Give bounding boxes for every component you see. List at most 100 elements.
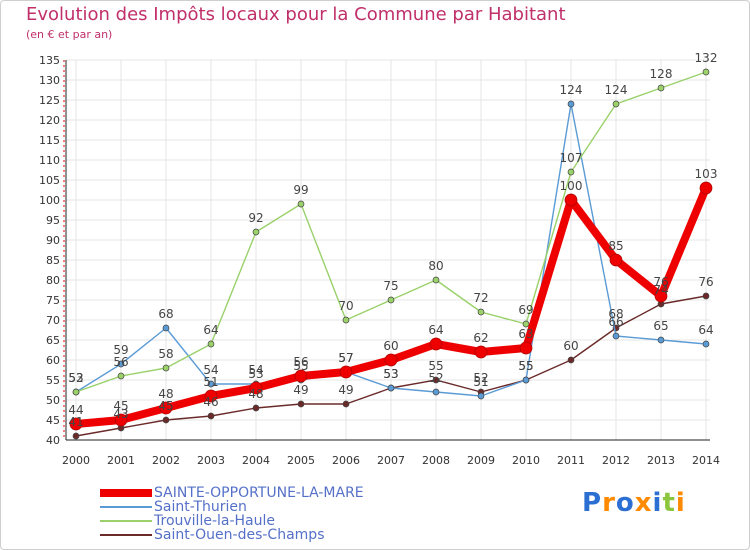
data-label: 92 (248, 211, 263, 225)
data-label: 74 (653, 283, 668, 297)
data-point (567, 168, 575, 176)
data-label: 45 (113, 399, 128, 413)
data-label: 44 (68, 403, 83, 417)
data-point (609, 253, 623, 267)
data-label: 128 (650, 67, 673, 81)
data-point (477, 392, 485, 400)
data-label: 85 (608, 239, 623, 253)
data-label: 68 (608, 307, 623, 321)
data-label: 100 (560, 179, 583, 193)
data-point (522, 376, 530, 384)
data-point (162, 324, 170, 332)
x-tick-label: 2012 (602, 454, 630, 467)
data-point (474, 345, 488, 359)
x-tick-label: 2011 (557, 454, 585, 467)
data-point (477, 308, 485, 316)
data-point (654, 289, 668, 303)
logo-letter: o (615, 488, 635, 518)
data-point (387, 296, 395, 304)
y-tick-label: 135 (39, 54, 60, 67)
legend-label: Saint-Thurien (154, 499, 247, 515)
data-label: 103 (695, 167, 718, 181)
y-tick-label: 115 (39, 134, 60, 147)
data-label: 55 (518, 359, 533, 373)
data-label: 65 (653, 319, 668, 333)
data-label: 60 (563, 339, 578, 353)
data-point (702, 68, 710, 76)
data-point (72, 432, 80, 440)
logo-letter: x (634, 488, 653, 518)
x-tick-label: 2000 (62, 454, 90, 467)
x-tick-label: 2007 (377, 454, 405, 467)
data-label: 55 (518, 359, 533, 373)
data-label: 54 (248, 363, 263, 377)
data-label: 132 (695, 51, 718, 65)
data-point (297, 400, 305, 408)
x-tick-label: 2002 (152, 454, 180, 467)
data-point (657, 336, 665, 344)
y-tick-label: 85 (46, 254, 60, 267)
x-tick-label: 2003 (197, 454, 225, 467)
data-label: 56 (293, 355, 308, 369)
data-point (117, 360, 125, 368)
data-point (657, 84, 665, 92)
legend-label: Trouville-la-Haule (154, 513, 276, 529)
data-label: 124 (605, 83, 628, 97)
x-tick-label: 2008 (422, 454, 450, 467)
data-point (384, 353, 398, 367)
data-point (432, 276, 440, 284)
data-point (159, 401, 173, 415)
data-label: 124 (560, 83, 583, 97)
data-label: 99 (293, 183, 308, 197)
y-tick-label: 70 (46, 314, 60, 327)
data-label: 53 (383, 367, 398, 381)
data-label: 80 (428, 259, 443, 273)
data-label: 64 (428, 323, 443, 337)
data-point (564, 193, 578, 207)
data-point (432, 388, 440, 396)
data-label: 66 (608, 315, 623, 329)
data-label: 52 (68, 371, 83, 385)
data-label: 107 (560, 151, 583, 165)
data-label: 51 (203, 375, 218, 389)
data-label: 51 (473, 375, 488, 389)
data-point (519, 341, 533, 355)
y-tick-label: 50 (46, 394, 60, 407)
data-label: 57 (338, 351, 353, 365)
data-point (207, 340, 215, 348)
x-tick-label: 2009 (467, 454, 495, 467)
data-label: 75 (383, 279, 398, 293)
data-label: 72 (473, 291, 488, 305)
data-point (69, 417, 83, 431)
y-tick-label: 80 (46, 274, 60, 287)
data-point (567, 100, 575, 108)
data-label: 58 (158, 347, 173, 361)
data-label: 56 (113, 355, 128, 369)
data-label: 64 (203, 323, 218, 337)
data-label: 53 (383, 367, 398, 381)
legend-swatch (100, 489, 152, 497)
data-label: 46 (203, 395, 218, 409)
data-label: 45 (158, 399, 173, 413)
logo-letter: i (675, 488, 686, 518)
legend-label: Saint-Ouen-des-Champs (154, 527, 325, 543)
data-label: 48 (248, 387, 263, 401)
x-tick-label: 2005 (287, 454, 315, 467)
data-label: 76 (698, 275, 713, 289)
x-tick-label: 2014 (692, 454, 720, 467)
y-tick-label: 90 (46, 234, 60, 247)
x-tick-label: 2010 (512, 454, 540, 467)
data-point (387, 384, 395, 392)
data-point (162, 416, 170, 424)
data-label: 62 (473, 331, 488, 345)
y-tick-label: 120 (39, 114, 60, 127)
data-label: 55 (428, 359, 443, 373)
data-point (339, 365, 353, 379)
data-point (699, 181, 713, 195)
data-label: 48 (158, 387, 173, 401)
data-label: 53 (248, 367, 263, 381)
data-point (342, 400, 350, 408)
data-point (207, 412, 215, 420)
data-point (432, 376, 440, 384)
